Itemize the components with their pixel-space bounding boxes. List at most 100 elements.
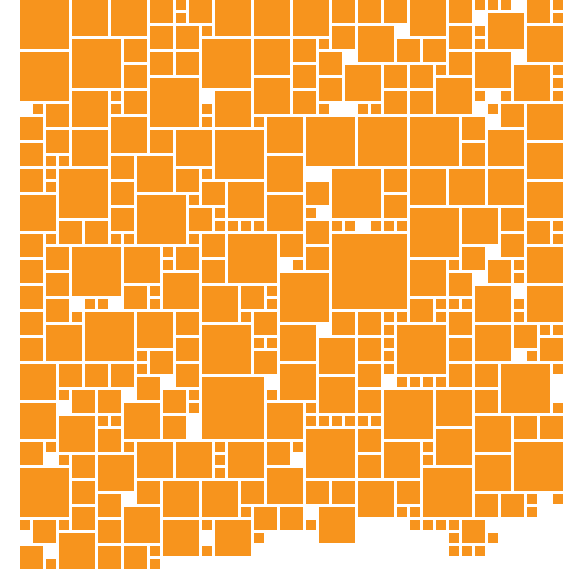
- mosaic-square: [293, 0, 329, 36]
- mosaic-square: [514, 65, 550, 101]
- mosaic-square: [514, 416, 537, 439]
- mosaic-square: [20, 468, 69, 517]
- mosaic-square: [137, 377, 160, 400]
- mosaic-square: [111, 182, 134, 205]
- mosaic-square: [59, 416, 95, 452]
- mosaic-square: [332, 234, 407, 309]
- mosaic-square: [46, 169, 56, 179]
- mosaic-square: [85, 221, 108, 244]
- mosaic-square: [20, 312, 43, 335]
- mosaic-square: [332, 0, 355, 23]
- mosaic-square: [72, 130, 108, 166]
- mosaic-square: [384, 325, 394, 335]
- mosaic-square: [488, 130, 524, 166]
- mosaic-square: [98, 546, 121, 569]
- mosaic-square: [124, 247, 160, 283]
- mosaic-square: [176, 364, 199, 387]
- mosaic-square: [124, 39, 147, 62]
- mosaic-square: [514, 260, 524, 270]
- mosaic-square: [189, 195, 199, 205]
- mosaic-square: [98, 520, 121, 543]
- mosaic-square: [59, 221, 82, 244]
- mosaic-square: [267, 442, 290, 465]
- mosaic-square: [150, 52, 173, 75]
- mosaic-square: [553, 364, 563, 374]
- mosaic-square: [33, 520, 56, 543]
- mosaic-square: [202, 169, 212, 179]
- mosaic-square: [228, 442, 264, 478]
- mosaic-square: [202, 260, 225, 283]
- mosaic-square: [202, 182, 225, 205]
- mosaic-square: [475, 546, 485, 556]
- mosaic-square: [59, 156, 69, 166]
- mosaic-square: [553, 403, 563, 413]
- mosaic-square: [410, 260, 446, 296]
- mosaic-square: [215, 208, 225, 218]
- mosaic-square: [553, 13, 563, 23]
- mosaic-square: [254, 338, 264, 348]
- mosaic-square: [150, 286, 160, 296]
- mosaic-square: [462, 247, 485, 270]
- mosaic-square: [527, 494, 537, 504]
- mosaic-square: [85, 364, 108, 387]
- mosaic-square: [410, 91, 433, 114]
- mosaic-square: [397, 312, 407, 322]
- mosaic-square: [280, 273, 329, 322]
- mosaic-square: [319, 78, 342, 101]
- mosaic-square: [501, 364, 550, 413]
- mosaic-square: [384, 0, 407, 23]
- mosaic-square: [384, 364, 394, 374]
- mosaic-square: [176, 26, 199, 49]
- mosaic-square: [20, 403, 56, 439]
- mosaic-square: [527, 143, 563, 179]
- mosaic-square: [410, 169, 446, 205]
- mosaic-square: [553, 78, 563, 88]
- mosaic-square: [72, 455, 95, 478]
- mosaic-square: [163, 481, 199, 517]
- mosaic-square: [410, 299, 433, 322]
- mosaic-square: [397, 377, 407, 387]
- mosaic-square: [384, 65, 407, 88]
- mosaic-square: [124, 507, 160, 543]
- mosaic-square: [150, 130, 173, 153]
- mosaic-square: [59, 364, 82, 387]
- mosaic-square: [319, 39, 329, 49]
- mosaic-square: [384, 338, 394, 348]
- mosaic-square: [462, 299, 472, 309]
- mosaic-square: [475, 91, 485, 101]
- mosaic-square: [150, 0, 173, 23]
- mosaic-square: [124, 546, 147, 569]
- mosaic-square: [176, 130, 212, 166]
- mosaic-square: [98, 416, 108, 426]
- mosaic-square: [345, 221, 355, 231]
- mosaic-square: [306, 403, 316, 413]
- mosaic-square: [358, 455, 381, 478]
- mosaic-square: [319, 338, 355, 374]
- mosaic-square: [449, 0, 472, 23]
- mosaic-square: [124, 91, 147, 114]
- mosaic-square: [163, 416, 186, 439]
- mosaic-square: [46, 234, 56, 244]
- mosaic-square: [20, 117, 43, 140]
- mosaic-square: [137, 156, 173, 192]
- mosaic-square: [228, 221, 238, 231]
- mosaic-square: [332, 481, 355, 504]
- mosaic-square: [514, 273, 524, 283]
- mosaic-square: [150, 559, 160, 569]
- mosaic-square: [293, 91, 316, 114]
- mosaic-square: [189, 208, 212, 231]
- mosaic-square: [475, 364, 498, 387]
- mosaic-square: [436, 312, 446, 322]
- mosaic-square: [20, 520, 30, 530]
- mosaic-square: [423, 455, 433, 465]
- mosaic-square: [215, 455, 225, 465]
- mosaic-square: [163, 260, 173, 270]
- mosaic-square: [59, 455, 69, 465]
- mosaic-square: [358, 416, 368, 426]
- mosaic-square: [254, 78, 290, 114]
- mosaic-square: [124, 403, 160, 439]
- mosaic-square: [189, 390, 199, 400]
- mosaic-square: [267, 468, 303, 504]
- mosaic-square: [267, 117, 303, 153]
- mosaic-square: [111, 156, 134, 179]
